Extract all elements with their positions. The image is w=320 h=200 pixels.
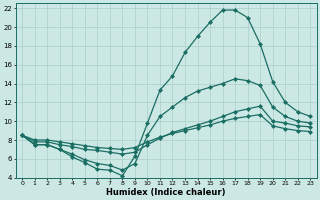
X-axis label: Humidex (Indice chaleur): Humidex (Indice chaleur) [107,188,226,197]
